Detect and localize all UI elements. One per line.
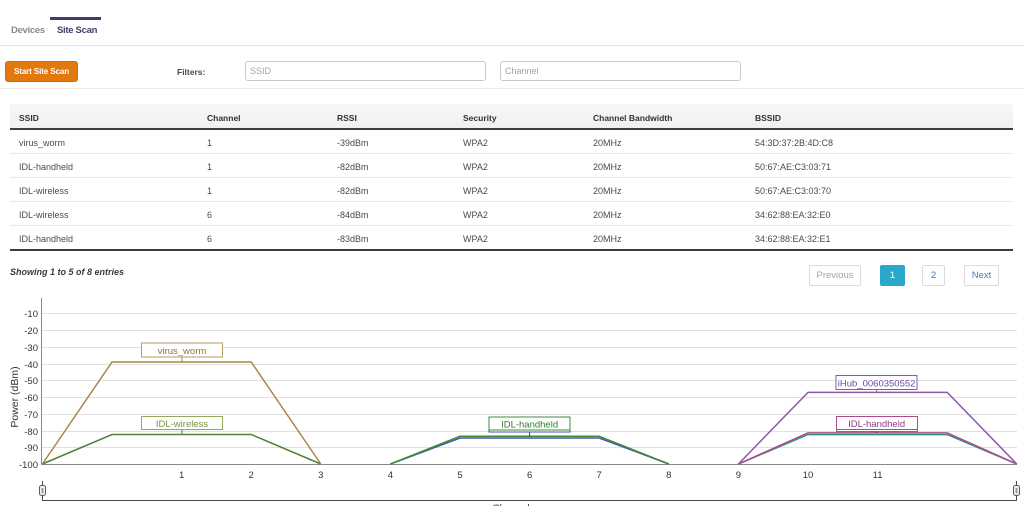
svg-text:11: 11 [873,470,883,481]
svg-text:4: 4 [388,470,393,481]
svg-text:virus_worm: virus_worm [158,346,207,357]
svg-text:9: 9 [736,470,741,481]
svg-text:IDL-handheld: IDL-handheld [848,419,905,430]
svg-text:-30: -30 [24,343,38,354]
svg-text:-50: -50 [24,376,38,387]
svg-text:-60: -60 [24,393,38,404]
svg-text:1: 1 [179,470,184,481]
svg-text:IDL-wireless: IDL-wireless [156,419,209,430]
svg-text:2: 2 [249,470,254,481]
svg-text:10: 10 [803,470,814,481]
svg-text:-70: -70 [24,410,38,421]
svg-text:-100: -100 [19,460,38,471]
svg-text:7: 7 [597,470,602,481]
svg-text:Power (dBm): Power (dBm) [9,366,21,427]
svg-text:-40: -40 [24,360,38,371]
svg-text:-90: -90 [24,443,38,454]
svg-text:-10: -10 [24,309,38,320]
svg-text:-20: -20 [24,326,38,337]
svg-text:8: 8 [666,470,671,481]
svg-text:IDL-handheld: IDL-handheld [501,420,558,431]
svg-text:6: 6 [527,470,532,481]
svg-text:5: 5 [457,470,462,481]
svg-text:Channel: Channel [492,504,529,506]
svg-text:iHub_0060350552: iHub_0060350552 [838,379,916,390]
svg-text:-80: -80 [24,427,38,438]
svg-text:3: 3 [318,470,323,481]
